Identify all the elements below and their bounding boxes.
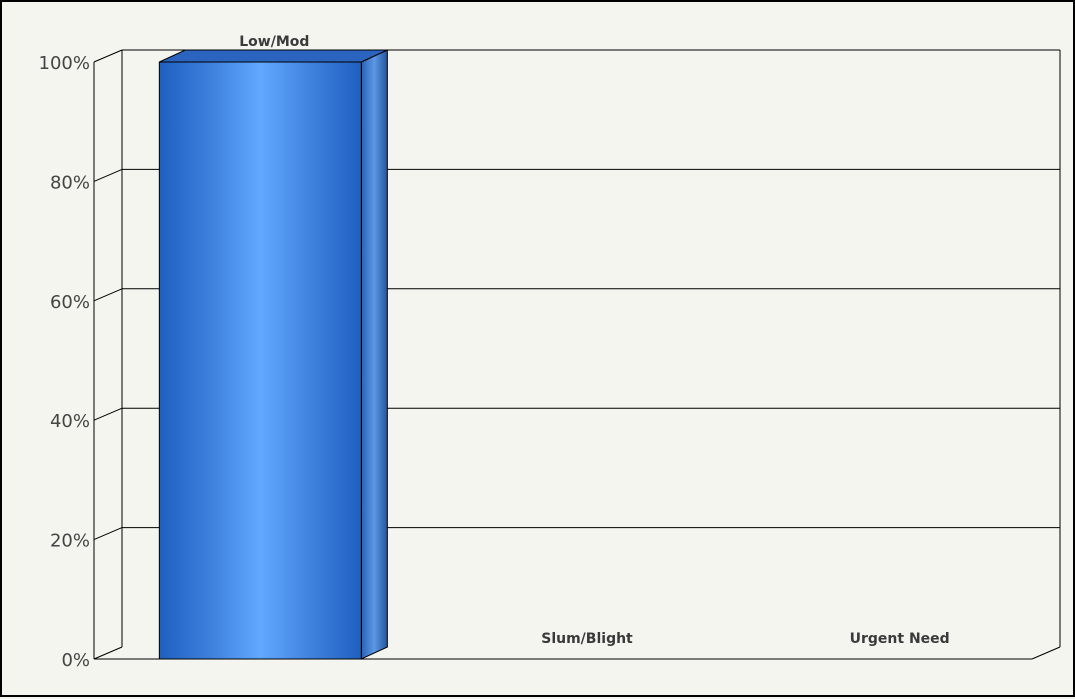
category-label: Urgent Need	[850, 631, 950, 647]
gridline-depth	[93, 646, 123, 660]
category-label: Slum/Blight	[541, 631, 633, 647]
bar-side	[360, 49, 388, 660]
bar-series	[158, 49, 388, 660]
y-tick-label: 0%	[61, 650, 90, 671]
category-labels: Low/Mod Slum/Blight Urgent Need	[239, 34, 949, 647]
gridline-depth	[93, 527, 123, 541]
y-tick-label: 80%	[50, 172, 90, 193]
y-tick-label: 60%	[50, 292, 90, 313]
floor-right-edge	[1031, 646, 1061, 660]
gridline-depth	[93, 407, 123, 421]
y-tick-label: 20%	[50, 531, 90, 552]
bar	[158, 61, 362, 660]
category-label: Low/Mod	[239, 34, 309, 50]
y-tick-label: 100%	[39, 53, 90, 74]
gridline-depth	[93, 168, 123, 182]
gridline-depth	[93, 288, 123, 302]
bar-top	[159, 49, 388, 63]
y-tick-label: 40%	[50, 411, 90, 432]
gridline-depth	[93, 49, 123, 63]
